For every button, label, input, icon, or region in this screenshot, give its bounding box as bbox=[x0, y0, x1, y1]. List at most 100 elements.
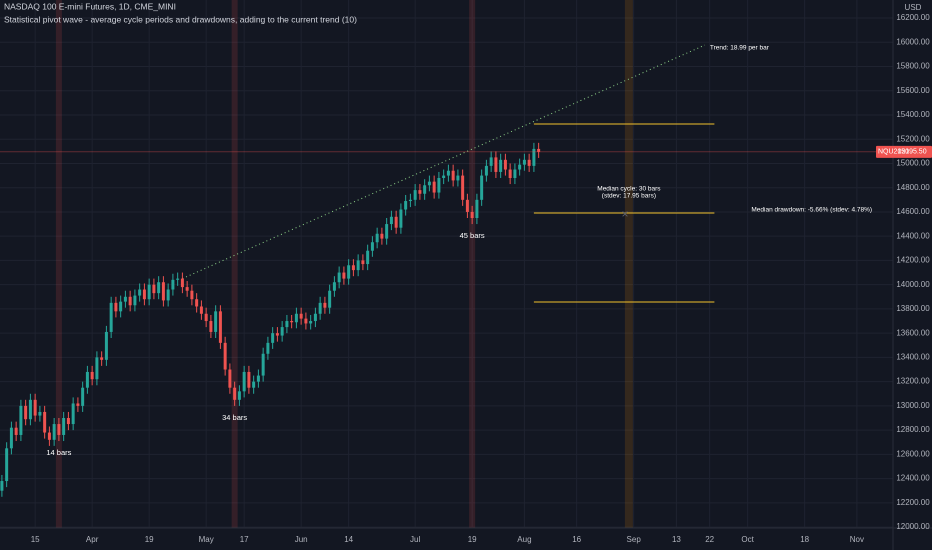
candle-body bbox=[185, 287, 189, 291]
last-price-label: 15095.50 bbox=[897, 149, 926, 156]
candle-body bbox=[499, 159, 503, 172]
candle-body bbox=[423, 185, 427, 194]
candle-body bbox=[271, 333, 275, 343]
candle-body bbox=[513, 169, 517, 178]
y-tick-label: 13400.00 bbox=[896, 353, 930, 362]
candle-body bbox=[176, 278, 180, 280]
y-tick-label: 12600.00 bbox=[896, 449, 930, 458]
candle-body bbox=[104, 331, 108, 360]
candle-body bbox=[28, 399, 32, 420]
candle-body bbox=[446, 170, 450, 176]
x-tick-label: 19 bbox=[145, 535, 154, 544]
x-tick-label: Aug bbox=[517, 535, 531, 544]
candle-body bbox=[299, 313, 303, 319]
candle-body bbox=[503, 159, 507, 170]
candle-body bbox=[256, 375, 260, 382]
pivot-label: 14 bars bbox=[46, 448, 71, 457]
candle-body bbox=[109, 302, 113, 332]
y-tick-label: 16000.00 bbox=[896, 37, 930, 46]
y-tick-label: 14800.00 bbox=[896, 183, 930, 192]
x-tick-label: 16 bbox=[572, 535, 581, 544]
y-tick-label: 12200.00 bbox=[896, 498, 930, 507]
candle-body bbox=[180, 278, 184, 288]
x-tick-label: May bbox=[199, 535, 214, 544]
candle-body bbox=[199, 306, 203, 314]
candle-body bbox=[451, 170, 455, 181]
candle-body bbox=[480, 175, 484, 200]
x-tick-label: Oct bbox=[741, 535, 754, 544]
candle-body bbox=[24, 405, 28, 420]
trend-line bbox=[182, 44, 706, 280]
candle-body bbox=[275, 333, 279, 336]
x-tick-label: 22 bbox=[705, 535, 714, 544]
candle-body bbox=[537, 148, 541, 152]
candle-body bbox=[52, 424, 56, 440]
drawdown-label: Median drawdown: -5.66% (stdev: 4.78%) bbox=[751, 207, 872, 214]
x-tick-label: 19 bbox=[468, 535, 477, 544]
candle-body bbox=[218, 311, 222, 343]
trend-label: Trend: 18.99 per bar bbox=[710, 45, 770, 52]
y-tick-label: 14200.00 bbox=[896, 256, 930, 265]
candle-body bbox=[62, 418, 66, 435]
x-tick-label: Jun bbox=[295, 535, 308, 544]
y-tick-label: 14400.00 bbox=[896, 231, 930, 240]
candle-body bbox=[138, 289, 142, 296]
candle-body bbox=[204, 313, 208, 322]
candle-body bbox=[133, 295, 137, 306]
candle-body bbox=[81, 387, 85, 406]
candle-body bbox=[123, 296, 127, 302]
candle-body bbox=[475, 199, 479, 218]
candle-body bbox=[484, 165, 488, 176]
candle-body bbox=[508, 169, 512, 178]
candle-body bbox=[214, 311, 218, 332]
pivot-label: 45 bars bbox=[460, 231, 485, 240]
candle-body bbox=[119, 301, 123, 312]
candle-body bbox=[442, 175, 446, 178]
y-tick-label: 13600.00 bbox=[896, 328, 930, 337]
candle-body bbox=[470, 211, 474, 218]
candle-body bbox=[19, 405, 23, 435]
candle-body bbox=[437, 178, 441, 193]
y-tick-label: 15400.00 bbox=[896, 110, 930, 119]
candle-body bbox=[404, 201, 408, 210]
y-tick-label: 12000.00 bbox=[896, 522, 930, 531]
candle-body bbox=[71, 403, 75, 425]
candle-body bbox=[261, 353, 265, 376]
cycle-band bbox=[469, 0, 476, 528]
candle-body bbox=[465, 199, 469, 212]
candle-body bbox=[38, 411, 42, 416]
candle-body bbox=[461, 175, 465, 200]
x-tick-label: 14 bbox=[344, 535, 353, 544]
candle-body bbox=[370, 242, 374, 251]
candle-body bbox=[233, 387, 237, 400]
candle-body bbox=[309, 321, 313, 324]
y-tick-label: 15800.00 bbox=[896, 62, 930, 71]
projected-cycle-band bbox=[624, 0, 633, 528]
y-tick-label: 13200.00 bbox=[896, 377, 930, 386]
candle-body bbox=[337, 272, 341, 283]
candle-body bbox=[375, 233, 379, 243]
y-tick-label: 15200.00 bbox=[896, 134, 930, 143]
cycle-label: Median cycle: 30 bars bbox=[597, 186, 661, 193]
candle-body bbox=[332, 282, 336, 291]
x-tick-label: 15 bbox=[31, 535, 40, 544]
candle-body bbox=[527, 159, 531, 166]
candle-body bbox=[5, 448, 9, 482]
candle-body bbox=[157, 282, 161, 294]
pivot-label: 34 bars bbox=[222, 413, 247, 422]
candle-body bbox=[313, 313, 317, 322]
y-tick-label: 15000.00 bbox=[896, 159, 930, 168]
candle-body bbox=[66, 418, 70, 425]
candle-body bbox=[161, 282, 165, 301]
candle-body bbox=[100, 357, 104, 360]
chart-title: NASDAQ 100 E-mini Futures, 1D, CME_MINI bbox=[4, 1, 176, 11]
candle-body bbox=[166, 289, 170, 301]
candle-body bbox=[385, 224, 389, 239]
y-tick-label: 12800.00 bbox=[896, 425, 930, 434]
y-tick-label: 16200.00 bbox=[896, 13, 930, 22]
candle-body bbox=[114, 302, 118, 312]
candle-body bbox=[33, 399, 37, 416]
candle-body bbox=[152, 284, 156, 294]
y-tick-label: 14000.00 bbox=[896, 280, 930, 289]
